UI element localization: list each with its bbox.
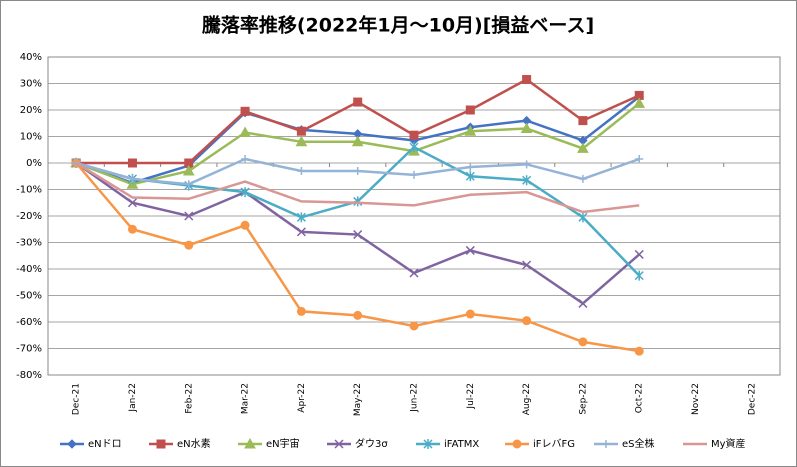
marker xyxy=(127,158,137,168)
marker xyxy=(184,180,193,189)
marker xyxy=(353,310,363,320)
y-tick-label: -60% xyxy=(16,317,42,328)
marker xyxy=(520,122,533,134)
marker xyxy=(127,198,137,208)
y-tick-label: -40% xyxy=(16,264,42,275)
y-tick-label: -80% xyxy=(16,370,42,381)
marker xyxy=(577,142,589,153)
marker xyxy=(127,224,137,234)
marker xyxy=(465,309,475,319)
marker xyxy=(409,142,419,153)
x-tick-label: Dec-21 xyxy=(72,383,82,415)
marker xyxy=(465,245,475,255)
series-line xyxy=(75,161,640,214)
x-tick-label: Sep-22 xyxy=(578,383,588,415)
marker xyxy=(296,306,306,316)
marker xyxy=(240,187,250,198)
marker xyxy=(239,126,251,138)
marker xyxy=(240,220,250,230)
legend-label: eS全株 xyxy=(622,437,655,450)
x-tick-label: Aug-22 xyxy=(522,383,532,415)
marker xyxy=(296,126,306,136)
marker xyxy=(240,106,250,116)
x-tick-label: Nov-22 xyxy=(691,383,701,415)
marker xyxy=(353,166,362,175)
marker xyxy=(578,298,588,308)
x-tick-label: May-22 xyxy=(353,383,363,416)
marker xyxy=(635,155,644,164)
marker xyxy=(296,227,306,237)
x-tick-label: Mar-22 xyxy=(241,383,251,414)
x-tick-label: Jul-22 xyxy=(466,383,476,410)
chart-title: 騰落率推移(2022年1月～10月)[損益ベース] xyxy=(201,14,594,37)
marker xyxy=(353,97,363,107)
marker xyxy=(522,316,532,326)
legend-label: eN水素 xyxy=(177,437,211,450)
legend-label: My資産 xyxy=(711,437,746,450)
marker xyxy=(409,268,419,278)
marker xyxy=(512,439,522,449)
y-tick-label: -10% xyxy=(16,185,42,196)
x-tick-label: Feb-22 xyxy=(184,383,194,414)
marker xyxy=(184,240,194,250)
y-tick-label: -30% xyxy=(16,238,42,249)
marker xyxy=(602,440,610,448)
y-tick-label: 20% xyxy=(20,105,42,116)
marker xyxy=(297,166,306,175)
marker xyxy=(578,116,588,126)
marker xyxy=(522,160,531,169)
y-tick-label: -50% xyxy=(16,291,42,302)
marker xyxy=(578,174,587,183)
marker xyxy=(296,212,306,223)
x-tick-label: Jun-22 xyxy=(410,383,420,413)
marker xyxy=(184,211,194,221)
y-tick-label: 30% xyxy=(20,79,42,90)
marker xyxy=(423,439,433,449)
x-tick-label: Dec-22 xyxy=(747,383,757,415)
x-tick-label: Oct-22 xyxy=(635,383,645,413)
marker xyxy=(241,155,250,164)
marker xyxy=(578,212,588,223)
marker xyxy=(351,135,364,147)
marker xyxy=(67,439,77,449)
legend-label: iFレバFG xyxy=(533,438,575,450)
marker xyxy=(295,135,308,147)
marker xyxy=(634,249,644,259)
legend-label: iFATMX xyxy=(444,439,479,450)
marker xyxy=(410,170,418,179)
marker xyxy=(522,75,532,85)
marker xyxy=(465,105,475,115)
marker xyxy=(156,439,166,449)
y-tick-label: 10% xyxy=(20,132,42,143)
marker xyxy=(578,337,588,347)
legend-label: eN宇宙 xyxy=(266,437,300,450)
marker xyxy=(465,171,475,182)
y-tick-label: 40% xyxy=(20,52,42,63)
marker xyxy=(634,270,644,281)
marker xyxy=(522,260,532,270)
marker xyxy=(244,437,256,449)
marker xyxy=(409,130,419,140)
y-tick-label: 0% xyxy=(26,158,42,169)
marker xyxy=(353,230,363,240)
marker xyxy=(72,159,81,167)
marker xyxy=(409,321,419,331)
marker xyxy=(464,125,477,136)
x-tick-label: Apr-22 xyxy=(297,383,307,413)
marker xyxy=(466,162,475,171)
x-tick-label: Jan-22 xyxy=(128,383,138,413)
marker xyxy=(634,346,644,356)
marker xyxy=(522,175,532,186)
marker xyxy=(182,164,195,176)
y-tick-label: -70% xyxy=(16,344,42,355)
y-tick-label: -20% xyxy=(16,211,42,222)
legend-label: eNドロ xyxy=(88,439,122,450)
marker xyxy=(128,174,137,183)
marker xyxy=(334,439,344,449)
marker xyxy=(633,97,646,108)
legend-label: ダウ3σ xyxy=(355,437,388,450)
